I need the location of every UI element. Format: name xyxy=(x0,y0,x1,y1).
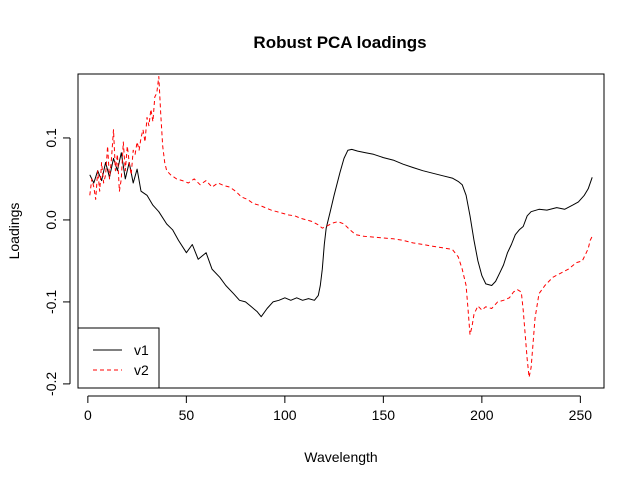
legend-box xyxy=(77,327,160,389)
y-tick-label: -0.1 xyxy=(43,290,59,314)
legend-label-v1: v1 xyxy=(134,342,149,358)
y-axis: -0.2 -0.1 0.0 0.1 xyxy=(43,128,71,396)
x-tick-label: 150 xyxy=(372,407,396,423)
series-line-v2 xyxy=(89,76,593,378)
x-tick-label: 250 xyxy=(569,407,593,423)
y-tick-label: 0.0 xyxy=(43,210,59,230)
x-axis: 0 50 100 150 200 250 xyxy=(84,395,593,423)
chart-title: Robust PCA loadings xyxy=(253,33,426,52)
x-tick-label: 200 xyxy=(470,407,494,423)
legend-label-v2: v2 xyxy=(134,362,149,378)
y-axis-label: Loadings xyxy=(6,203,22,260)
x-tick-label: 100 xyxy=(273,407,297,423)
x-tick-label: 0 xyxy=(84,407,92,423)
y-tick-label: 0.1 xyxy=(43,128,59,148)
y-tick-label: -0.2 xyxy=(43,372,59,396)
series-line-v1 xyxy=(89,148,593,318)
x-axis-label: Wavelength xyxy=(304,449,377,465)
series-layer xyxy=(89,76,593,378)
plot-frame xyxy=(77,73,605,389)
x-tick-label: 50 xyxy=(179,407,195,423)
